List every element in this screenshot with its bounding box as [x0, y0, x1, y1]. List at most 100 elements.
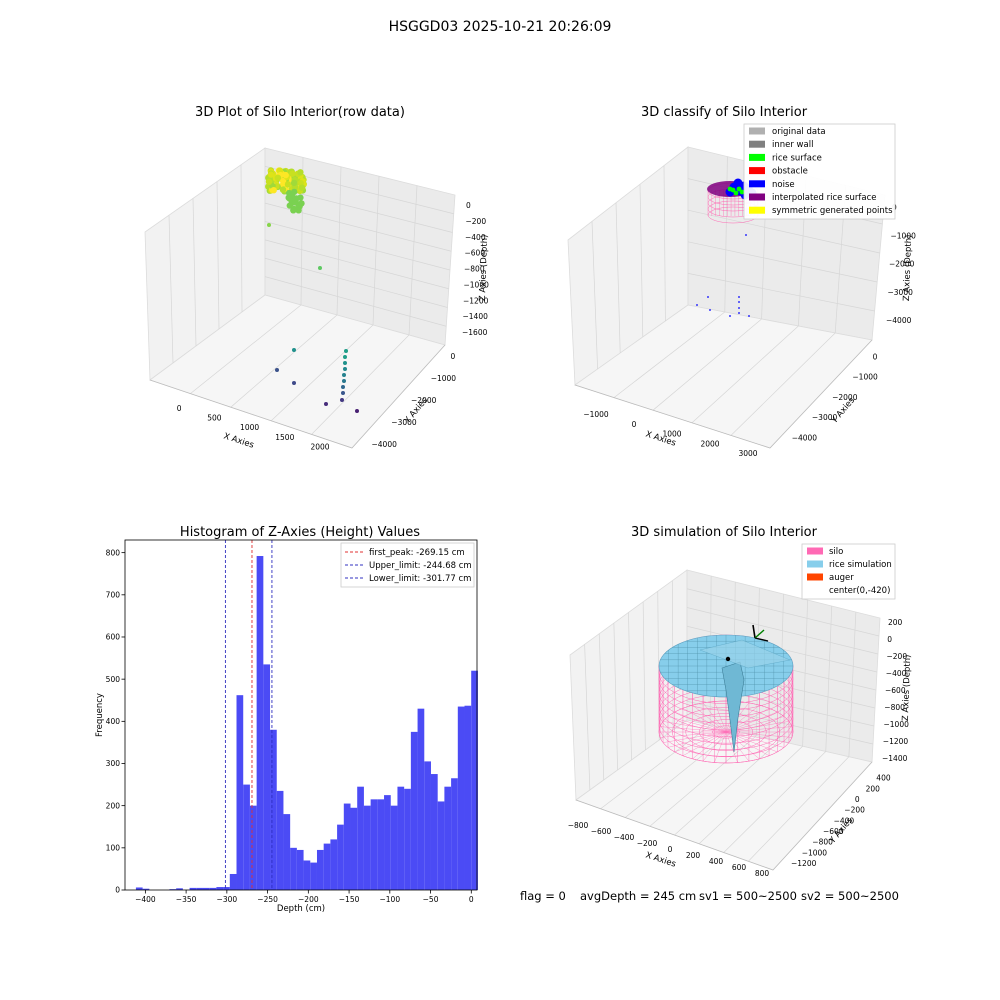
raw-data-point: [298, 184, 306, 191]
classify-z-tick: −3000: [888, 288, 914, 297]
depth-histogram: Histogram of Z-Axies (Height) Values −40…: [95, 525, 478, 914]
classify-x-tick: 2000: [700, 439, 719, 448]
simulation-y-tick: −1000: [802, 848, 828, 857]
simulation-y-tick: −1200: [791, 859, 817, 868]
histogram-x-tick-label: −100: [380, 895, 401, 904]
raw-y-tick: 0: [451, 352, 456, 361]
classify-y-tick: −1000: [852, 373, 878, 382]
histogram-bar: [323, 843, 331, 890]
histogram-bar: [223, 887, 230, 890]
classify-legend-swatch: [749, 206, 765, 214]
classify-legend-label: noise: [772, 180, 795, 190]
classify-legend-label: inner wall: [772, 140, 813, 150]
histogram-bar: [209, 887, 217, 890]
classify-legend-swatch: [749, 193, 765, 201]
raw-z-tick: −400: [465, 233, 486, 242]
histogram-x-tick-label: −200: [298, 895, 319, 904]
raw-data-point: [342, 373, 346, 377]
classify-x-tick-labels: −1000 0 1000 2000 3000: [583, 410, 757, 458]
classify-legend-label: interpolated rice surface: [772, 193, 877, 203]
histogram-bar: [169, 889, 177, 890]
histogram-y-tick-label: 700: [106, 590, 121, 599]
raw-data-point: [341, 391, 345, 395]
histogram-bar: [263, 664, 271, 890]
histogram-bar: [410, 731, 418, 890]
raw-y-tick: −4000: [372, 440, 398, 449]
histogram-bar: [189, 887, 197, 890]
raw-z-tick: −1400: [463, 312, 489, 321]
classify-y-tick: −4000: [792, 433, 818, 442]
histogram-bar: [135, 887, 143, 890]
classify-rice-surface-point: [727, 186, 733, 192]
raw-data-point: [285, 194, 292, 201]
classify-noise-point: [738, 307, 740, 309]
sv2-text: sv2 = 500~2500: [801, 889, 899, 903]
simulation-y-tick: 0: [855, 795, 860, 804]
simulation-y-tick: 400: [876, 774, 891, 783]
classify-noise-point: [709, 309, 711, 311]
simulation-x-tick: −200: [637, 839, 658, 848]
raw-data-point: [275, 368, 279, 372]
classify-noise-point: [748, 315, 750, 317]
raw-z-tick: −1000: [464, 280, 490, 289]
histogram-y-axis-label: Frequency: [95, 693, 105, 737]
histogram-y-tick-label: 100: [106, 843, 121, 852]
simulation-y-tick: −600: [823, 827, 844, 836]
histogram-bar: [363, 805, 371, 890]
histogram-bar: [370, 799, 378, 890]
simulation-z-tick: −1200: [883, 737, 909, 746]
histogram-bar: [417, 708, 425, 890]
histogram-bar: [451, 778, 458, 890]
raw-x-tick: 2000: [310, 443, 329, 452]
raw-x-tick: 500: [207, 414, 222, 423]
simulation-x-tick: −800: [568, 821, 589, 830]
raw-z-axis-label: Z Axies (Depth): [478, 234, 490, 301]
raw-data-point: [267, 171, 275, 178]
simulation-legend: silo rice simulation auger center(0,-420): [801, 543, 896, 600]
histogram-bar: [404, 788, 411, 890]
histogram-legend: first_peak: -269.15 cm Upper_limit: -244.…: [340, 542, 475, 588]
raw-plot-title: 3D Plot of Silo Interior(row data): [195, 105, 405, 120]
histogram-x-tick-label: −150: [339, 895, 360, 904]
classify-noise-point: [738, 312, 740, 314]
histogram-y-tick-label: 200: [106, 801, 121, 810]
raw-z-tick: −1600: [462, 328, 488, 337]
classify-noise-point: [745, 234, 747, 236]
raw-data-point: [343, 355, 347, 359]
status-footer: flag = 0 avgDepth = 245 cm sv1 = 500~250…: [520, 889, 899, 903]
histogram-bar: [337, 824, 344, 890]
classify-rice-surface-point: [733, 190, 739, 196]
histogram-bar: [397, 786, 405, 890]
raw-data-point: [274, 174, 282, 181]
raw-x-tick: 1000: [240, 423, 259, 432]
classify-x-tick: −1000: [583, 410, 609, 419]
raw-z-tick: −600: [465, 249, 486, 258]
histogram-bar: [444, 786, 452, 890]
raw-data-point: [355, 409, 359, 413]
raw-data-point: [343, 367, 347, 371]
raw-z-tick: 0: [466, 201, 471, 210]
histogram-y-tick-label: 400: [106, 717, 121, 726]
simulation-y-tick: −200: [844, 806, 865, 815]
classify-legend-label: symmetric generated points: [772, 206, 893, 216]
raw-x-tick-labels: 0 500 1000 1500 2000: [177, 404, 330, 452]
rice-simulation-ridge: [699, 639, 791, 669]
raw-y-tick: −2000: [411, 396, 437, 405]
simulation-z-tick: −1000: [884, 720, 910, 729]
classify-legend-swatch: [749, 153, 765, 161]
classify-legend-box: [743, 123, 896, 220]
flag-text: flag = 0: [520, 889, 566, 903]
classify-legend-label: obstacle: [772, 167, 808, 177]
simulation-legend-swatch: [807, 573, 823, 581]
raw-data-point: [279, 177, 287, 185]
histogram-y-tick-label: 800: [106, 548, 121, 557]
raw-z-tick: −200: [466, 217, 487, 226]
histogram-bar: [330, 839, 338, 890]
classify-legend-swatch: [749, 167, 765, 175]
raw-y-tick: −1000: [431, 374, 457, 383]
histogram-bar: [390, 805, 398, 890]
raw-data-point: [270, 187, 277, 194]
simulation-plot-title: 3D simulation of Silo Interior: [631, 525, 818, 540]
sv1-text: sv1 = 500~2500: [699, 889, 797, 903]
